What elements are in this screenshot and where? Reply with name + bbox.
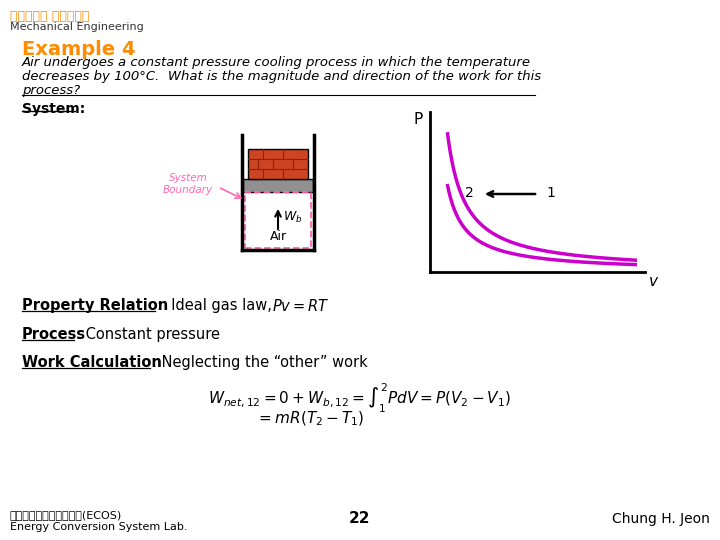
Text: Property Relation: Property Relation (22, 298, 168, 313)
Text: System
Boundary: System Boundary (163, 173, 213, 195)
Text: 2: 2 (464, 186, 473, 200)
Text: Chung H. Jeon: Chung H. Jeon (612, 512, 710, 526)
Text: Air: Air (269, 230, 287, 242)
Bar (243, 179, 313, 192)
Text: $Pv = RT$: $Pv = RT$ (272, 298, 330, 314)
Text: $= mR(T_2 - T_1)$: $= mR(T_2 - T_1)$ (256, 410, 364, 428)
Bar (248, 149, 308, 179)
Text: 부산대학교 기계공학부: 부산대학교 기계공학부 (10, 10, 89, 23)
Text: v: v (649, 274, 657, 289)
Text: : Neglecting the “other” work: : Neglecting the “other” work (152, 355, 368, 370)
Text: process?: process? (22, 84, 80, 97)
Text: P: P (413, 111, 423, 126)
Text: $W_b$: $W_b$ (283, 210, 302, 225)
Text: decreases by 100°C.  What is the magnitude and direction of the work for this: decreases by 100°C. What is the magnitud… (22, 70, 541, 83)
Text: $W_{net,12} = 0 + W_{b,12} = \int_1^2 PdV = P(V_2 - V_1)$: $W_{net,12} = 0 + W_{b,12} = \int_1^2 Pd… (208, 382, 512, 415)
Text: 에너지변환시스템연구실(ECOS): 에너지변환시스템연구실(ECOS) (10, 510, 122, 520)
Text: Process: Process (22, 327, 86, 342)
Text: :  Ideal gas law,: : Ideal gas law, (157, 298, 276, 313)
Text: : Constant pressure: : Constant pressure (76, 327, 220, 342)
Text: Air undergoes a constant pressure cooling process in which the temperature: Air undergoes a constant pressure coolin… (22, 56, 531, 69)
Text: System:: System: (22, 102, 85, 116)
Text: Example 4: Example 4 (22, 40, 135, 59)
Text: Work Calculation: Work Calculation (22, 355, 162, 370)
Bar (245, 192, 311, 248)
Text: 22: 22 (349, 511, 371, 526)
Text: Mechanical Engineering: Mechanical Engineering (10, 22, 144, 32)
Text: 1: 1 (546, 186, 555, 200)
Text: Energy Conversion System Lab.: Energy Conversion System Lab. (10, 522, 187, 532)
